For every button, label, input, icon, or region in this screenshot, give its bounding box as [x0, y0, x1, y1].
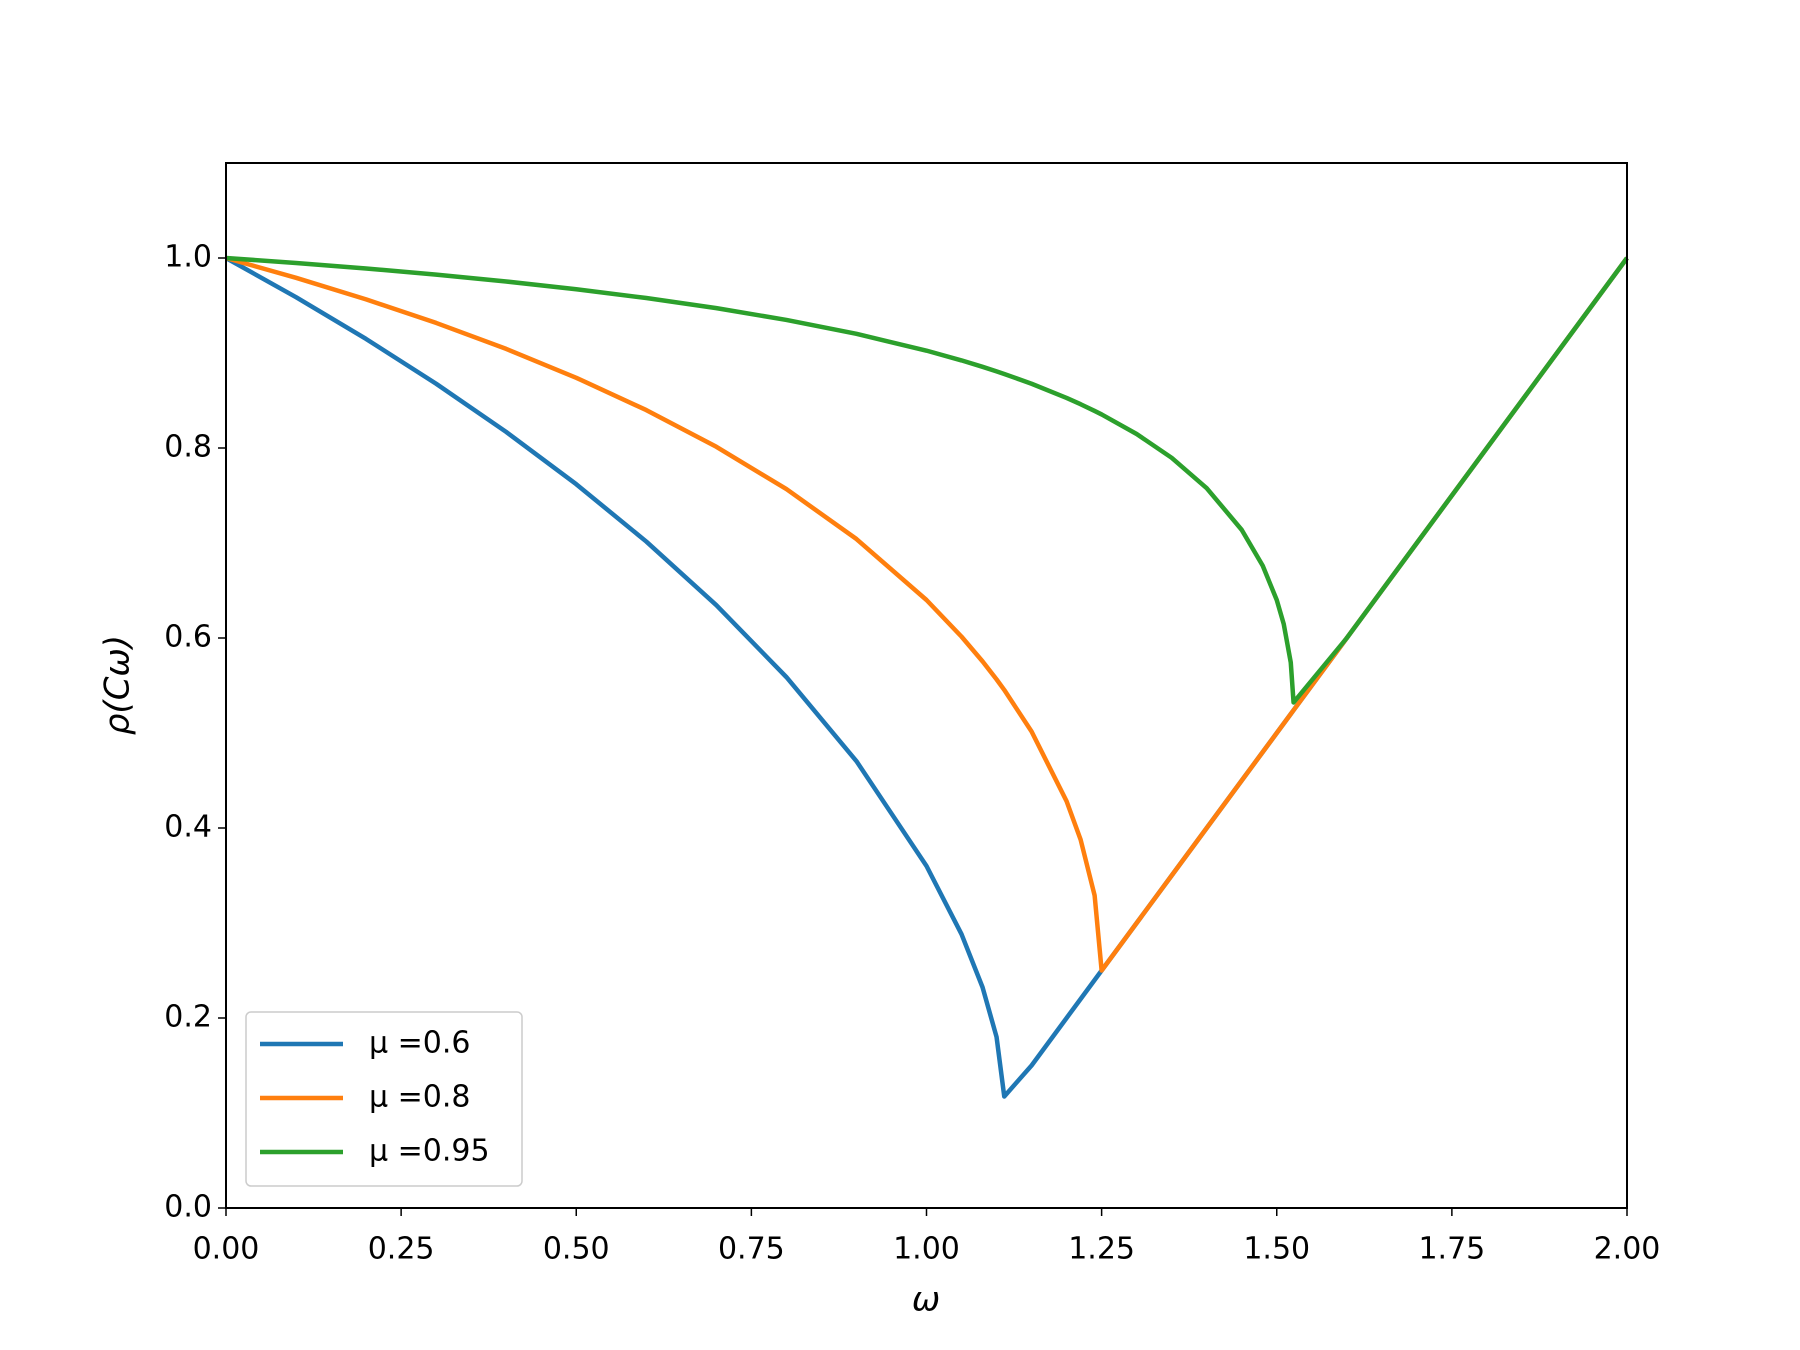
x-tick-label: 1.75: [1418, 1232, 1485, 1267]
legend-label: μ =0.95: [369, 1134, 490, 1169]
x-tick-label: 0.25: [368, 1232, 435, 1267]
y-axis-label: ρ(Cω): [98, 635, 138, 735]
y-tick-label: 0.0: [164, 1190, 212, 1225]
x-tick-label: 0.00: [193, 1232, 260, 1267]
y-tick-label: 0.4: [164, 810, 212, 845]
x-tick-label: 0.75: [718, 1232, 785, 1267]
legend-box: [245, 1011, 523, 1187]
y-tick-label: 0.8: [164, 430, 212, 465]
line-series: [225, 255, 1629, 973]
x-tick-label: 2.00: [1594, 1232, 1661, 1267]
x-tick-label: 0.50: [543, 1232, 610, 1267]
line-series: [225, 255, 1629, 705]
x-axis-label: ω: [912, 1280, 940, 1320]
legend-label: μ =0.8: [369, 1080, 470, 1115]
legend-label: μ =0.6: [369, 1026, 470, 1061]
legend: μ =0.6 μ =0.8 μ =0.95: [245, 1011, 523, 1187]
plot-frame: [225, 162, 1628, 1209]
line-series: [224, 256, 1629, 1099]
y-tick-label: 0.6: [164, 620, 212, 655]
x-tick-label: 1.50: [1243, 1232, 1310, 1267]
y-tick-label: 0.2: [164, 1000, 212, 1035]
y-tick-label: 1.0: [164, 240, 212, 275]
x-tick-label: 1.00: [893, 1232, 960, 1267]
x-tick-label: 1.25: [1068, 1232, 1135, 1267]
